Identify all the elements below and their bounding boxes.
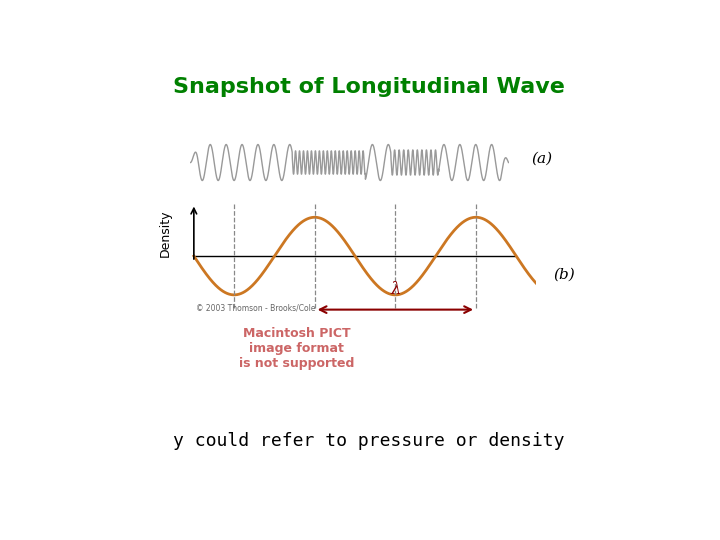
Text: y could refer to pressure or density: y could refer to pressure or density [174, 432, 564, 450]
Text: Snapshot of Longitudinal Wave: Snapshot of Longitudinal Wave [173, 77, 565, 97]
Text: Macintosh PICT
image format
is not supported: Macintosh PICT image format is not suppo… [239, 327, 354, 370]
Text: (b): (b) [553, 268, 575, 282]
Text: (a): (a) [531, 151, 552, 165]
